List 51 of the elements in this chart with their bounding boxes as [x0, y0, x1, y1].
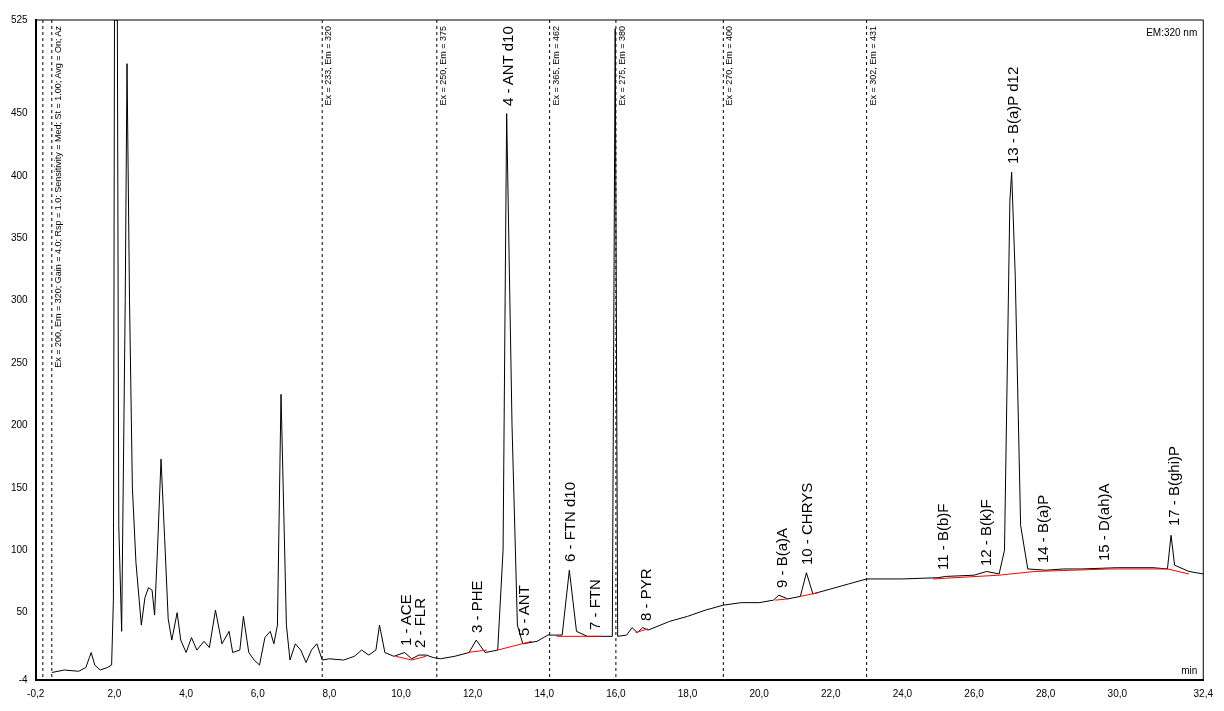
x-tick-label: 18,0 — [677, 687, 698, 699]
x-tick-label: 26,0 — [964, 687, 985, 699]
y-tick-label: 450 — [11, 107, 29, 119]
y-tick-label: 100 — [11, 544, 29, 555]
x-tick-label: 2,0 — [107, 687, 122, 699]
x-tick-label: 28,0 — [1035, 687, 1056, 699]
annotation: 12 - B(k)F — [976, 499, 994, 566]
annotation: Ex = 275, Em = 380 — [616, 26, 627, 106]
x-tick-label: 8,0 — [322, 687, 337, 699]
y-tick-label: 250 — [11, 356, 29, 368]
x-axis-title: min — [1181, 664, 1198, 676]
y-tick-label: 150 — [11, 481, 29, 493]
annotation: Ex = 200, Em = 320; Gain = 4.0; Rsp = 1.0; Sensitivity = Med; St = 1.00; Avg = On; Az — [52, 26, 63, 368]
y-tick-label: 400 — [11, 169, 29, 181]
annotation: 17 - B(ghi)P — [1164, 445, 1182, 527]
annotation: Ex = 270, Em = 400 — [724, 26, 735, 106]
x-tick-label: 24,0 — [892, 687, 913, 699]
annotation: 4 - ANT d10 — [498, 25, 516, 106]
x-tick-label: 32,4 — [1193, 687, 1214, 699]
annotation: EM:320 nm — [1146, 26, 1198, 38]
annotation: 8 - PYR — [636, 568, 654, 621]
annotation: 6 - FTN d10 — [560, 482, 578, 563]
annotation: 11 - B(b)F — [933, 503, 951, 570]
annotation: 9 - B(a)A — [772, 528, 790, 589]
x-tick-label: 20,0 — [749, 687, 770, 699]
annotation: 14 - B(a)P — [1033, 495, 1051, 564]
x-tick-label: 10,0 — [391, 687, 412, 699]
x-tick-label: 12,0 — [462, 687, 483, 699]
y-tick-label: 350 — [11, 232, 29, 244]
x-tick-label: 30,0 — [1107, 687, 1128, 699]
annotation: Ex = 233, Em = 320 — [323, 26, 334, 106]
annotation: Ex = 250, Em = 375 — [437, 26, 448, 106]
x-tick-label: -0,2 — [27, 687, 45, 699]
x-tick-label: 22,0 — [821, 687, 841, 699]
x-tick-label: 4,0 — [179, 687, 194, 699]
annotation: 10 - CHRYS — [797, 482, 815, 565]
annotation: Ex = 365, Em = 462 — [550, 26, 561, 106]
y-tick-label: -4 — [18, 673, 29, 685]
y-tick-label: 300 — [11, 294, 29, 306]
annotation: 13 - B(a)P d12 — [1003, 66, 1021, 165]
y-tick-label: 525 — [11, 13, 29, 25]
annotation: Ex = 302, Em = 431 — [867, 26, 878, 106]
annotation: 15 - D(ah)A — [1094, 483, 1112, 561]
annotation: 3 - PHE — [467, 580, 485, 634]
y-tick-label: 50 — [16, 606, 29, 618]
x-tick-label: 6,0 — [250, 687, 266, 699]
x-tick-label: 16,0 — [606, 687, 627, 699]
annotation: 5 - ANT — [514, 584, 532, 636]
annotation: 7 - FTN — [585, 578, 603, 630]
x-tick-label: 14,0 — [534, 687, 555, 699]
y-tick-label: 200 — [11, 419, 29, 431]
